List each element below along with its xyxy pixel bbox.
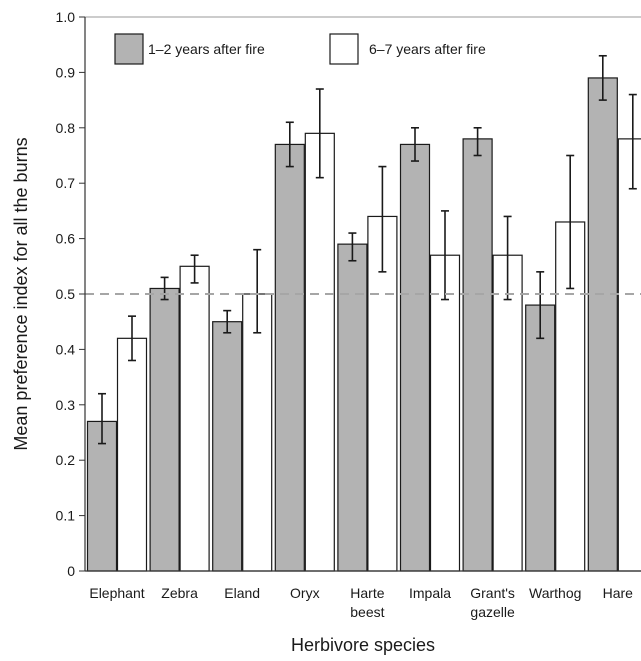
category-label: Impala <box>409 585 451 601</box>
y-tick-label: 0.8 <box>56 120 76 136</box>
bar-late-2 <box>242 293 273 572</box>
y-tick-label: 1.0 <box>56 9 76 25</box>
y-ticks: 0 0.1 0.2 0.3 0.4 0.5 0.6 0.7 0.8 0.9 1.0 <box>56 9 85 579</box>
category-label: Warthog <box>529 585 581 601</box>
bar-early-2 <box>212 321 243 572</box>
category-label: Elephant <box>89 585 144 601</box>
bar-late-3 <box>304 132 335 572</box>
y-axis-title: Mean preference index for all the burns <box>11 137 31 450</box>
legend-swatch-0 <box>114 33 144 65</box>
bar-late-6 <box>492 254 523 572</box>
bars <box>86 77 641 572</box>
bar-late-0 <box>116 337 148 572</box>
legend-label-1: 6–7 years after fire <box>369 41 486 57</box>
category-label: Zebra <box>161 585 198 601</box>
bar-late-8 <box>617 138 641 572</box>
category-label: Oryx <box>290 585 320 601</box>
bar-late-5 <box>429 254 461 572</box>
legend-swatch-1 <box>329 33 359 65</box>
category-label: Harte <box>350 585 384 601</box>
category-label: gazelle <box>470 604 515 620</box>
bar-early-5 <box>399 143 431 572</box>
bar-early-3 <box>274 143 305 572</box>
y-tick-label: 0.3 <box>56 397 76 413</box>
bar-early-6 <box>462 138 493 572</box>
legend-label-0: 1–2 years after fire <box>148 41 265 57</box>
category-label: Eland <box>224 585 260 601</box>
legend: 1–2 years after fire 6–7 years after fire <box>114 33 486 65</box>
bar-late-1 <box>179 265 210 572</box>
error-bars <box>98 54 637 445</box>
y-tick-label: 0.9 <box>56 64 76 80</box>
y-tick-label: 0.2 <box>56 452 76 468</box>
y-tick-label: 0.4 <box>56 341 76 357</box>
y-tick-label: 0 <box>67 563 75 579</box>
category-labels: Elephant Zebra Eland Oryx Harte beest Impala Gr… <box>89 585 633 620</box>
category-label: beest <box>350 604 384 620</box>
x-axis-title: Herbivore species <box>291 635 435 655</box>
y-tick-label: 0.6 <box>56 231 76 247</box>
bar-early-8 <box>587 77 618 572</box>
bar-early-7 <box>525 304 556 572</box>
category-label: Hare <box>603 585 634 601</box>
bar-late-7 <box>555 221 586 572</box>
bar-early-0 <box>86 420 118 572</box>
y-tick-label: 0.5 <box>56 286 76 302</box>
category-label: Grant's <box>470 585 515 601</box>
y-tick-label: 0.1 <box>56 508 76 524</box>
y-tick-label: 0.7 <box>56 175 76 191</box>
bar-early-4 <box>337 243 368 572</box>
bar-early-1 <box>149 287 180 572</box>
